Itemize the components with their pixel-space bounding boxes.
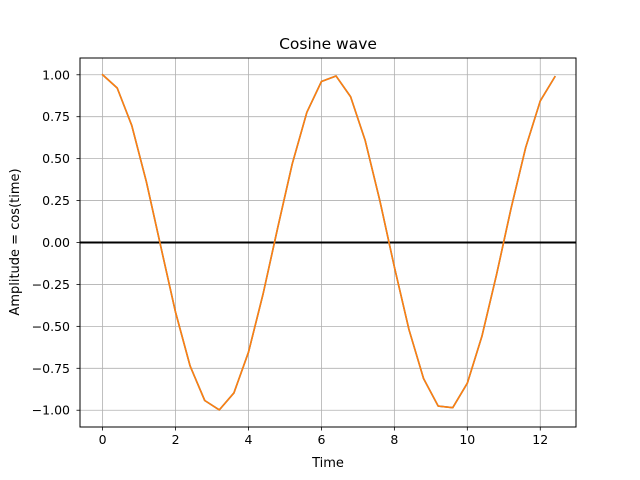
y-axis-label: Amplitude = cos(time) [8,168,23,315]
y-tick-label: −0.75 [32,361,70,376]
x-axis-label: Time [311,456,344,471]
x-tick-label: 0 [99,432,107,447]
y-tick-label: 0.25 [42,193,70,208]
x-tick-label: 8 [390,432,398,447]
x-ticks: 0 2 4 6 8 10 12 [99,427,548,447]
y-tick-label: 0.75 [42,109,70,124]
series-lines [101,73,556,411]
y-tick-label: 1.00 [42,67,70,82]
series-line-2 [101,73,556,411]
y-tick-label: 0.00 [42,235,70,250]
chart-title: Cosine wave [279,35,377,53]
y-tick-label: 0.50 [42,151,70,166]
y-tick-label: −0.25 [32,277,70,292]
y-tick-label: −1.00 [32,403,70,418]
x-tick-label: 4 [245,432,253,447]
y-ticks: −1.00 −0.75 −0.50 −0.25 0.00 0.25 0.50 0.75 1.00 [32,67,80,418]
x-tick-label: 2 [172,432,180,447]
x-tick-label: 6 [317,432,325,447]
y-tick-label: −0.50 [32,319,70,334]
x-tick-label: 12 [532,432,548,447]
x-tick-label: 10 [459,432,475,447]
